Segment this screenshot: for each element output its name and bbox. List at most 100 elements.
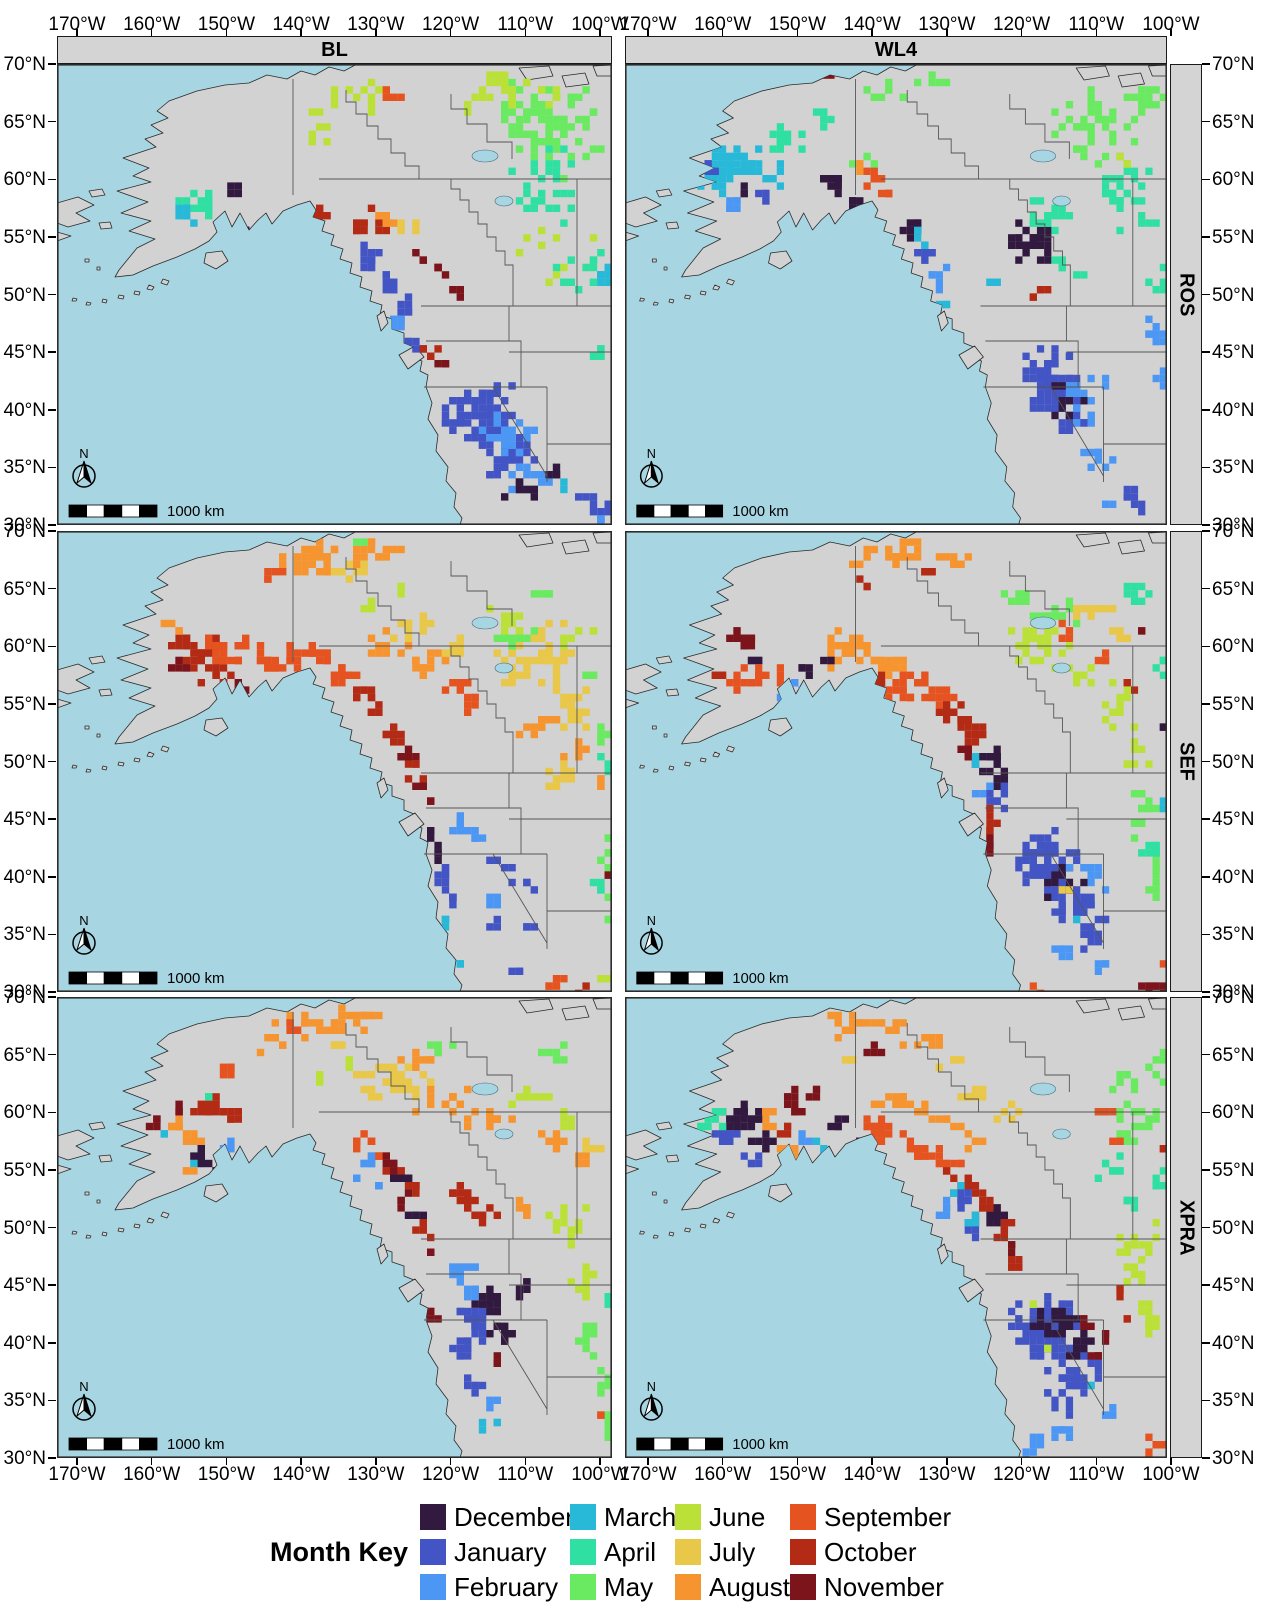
lat-label-right: 65°N: [1212, 578, 1255, 600]
column-title-bl: BL: [321, 38, 348, 61]
lat-tick-left: [48, 293, 56, 296]
lat-tick-left: [48, 63, 56, 65]
row-title-sef: SEF: [1175, 742, 1198, 781]
lat-label-left: 40°N: [3, 1332, 46, 1354]
lat-tick-right: [1202, 587, 1210, 590]
lon-label-top: 170°W: [48, 14, 106, 35]
lat-tick-left: [48, 1284, 56, 1286]
row-title-xpra: XPRA: [1175, 1199, 1198, 1256]
lon-label-top: 120°W: [421, 14, 480, 35]
lat-tick-right: [1202, 1342, 1210, 1344]
map-svg-ros-wl4: 1000 km N: [624, 63, 1168, 526]
lat-tick-right: [1202, 1053, 1210, 1056]
lat-label-left: 55°N: [3, 226, 46, 248]
lon-tick-top: [946, 29, 948, 36]
column-title-wl4: WL4: [874, 38, 918, 61]
north-arrow-label: N: [79, 913, 88, 928]
lon-label-bottom: 120°W: [992, 1464, 1051, 1485]
legend-swatch-november: [790, 1574, 816, 1600]
lon-label-top: 140°W: [272, 14, 330, 35]
lat-tick-left: [48, 1053, 56, 1056]
legend-label-april: April: [604, 1537, 657, 1567]
map-svg-xpra-bl: 1000 km N: [56, 996, 613, 1459]
lat-label-left: 45°N: [3, 1275, 46, 1297]
lat-tick-right: [1202, 293, 1210, 296]
lat-label-left: 45°N: [3, 342, 46, 364]
legend-swatch-june: [675, 1504, 701, 1530]
lat-tick-right: [1202, 409, 1210, 411]
lat-tick-right: [1202, 1111, 1210, 1113]
scalebar-label: 1000 km: [732, 504, 788, 520]
lat-tick-left: [48, 409, 56, 411]
row-strip-ros: ROS: [1170, 64, 1202, 525]
lon-tick-bottom: [871, 1458, 873, 1465]
lon-label-top: 170°W: [619, 14, 677, 35]
legend-label-november: November: [824, 1572, 944, 1602]
legend-label-december: December: [454, 1502, 574, 1532]
lat-tick-right: [1202, 1399, 1210, 1402]
lon-label-top: 140°W: [843, 14, 901, 35]
lat-label-left: 65°N: [3, 111, 46, 133]
lat-label-right: 55°N: [1212, 693, 1255, 715]
lon-label-bottom: 170°W: [48, 1464, 106, 1485]
map-panel-sef-wl4: 1000 km N: [624, 530, 1168, 997]
lat-label-right: 55°N: [1212, 1159, 1255, 1181]
lat-label-left: 70°N: [3, 521, 46, 542]
lon-tick-bottom: [524, 1458, 527, 1465]
lon-label-top: 120°W: [992, 14, 1051, 35]
legend-label-january: January: [454, 1537, 547, 1567]
lon-tick-top: [1095, 29, 1098, 36]
lat-tick-left: [48, 236, 56, 238]
lon-tick-top: [871, 29, 873, 36]
lat-label-right: 35°N: [1212, 1390, 1255, 1412]
lat-tick-right: [1202, 1284, 1210, 1286]
lat-label-right: 50°N: [1212, 284, 1255, 306]
lat-label-right: 65°N: [1212, 1044, 1255, 1066]
legend-swatch-march: [570, 1504, 596, 1530]
lon-label-top: 150°W: [768, 14, 827, 35]
lat-label-left: 55°N: [3, 693, 46, 715]
lat-label-left: 50°N: [3, 751, 46, 773]
legend-label-may: May: [604, 1572, 654, 1602]
lon-tick-bottom: [1170, 1458, 1172, 1465]
lon-label-top: 110°W: [497, 14, 554, 35]
map-svg-sef-wl4: 1000 km N: [624, 530, 1168, 993]
lon-tick-bottom: [1095, 1458, 1098, 1465]
legend-swatch-october: [790, 1539, 816, 1565]
lat-tick-right: [1202, 1169, 1210, 1171]
lat-label-left: 50°N: [3, 1217, 46, 1239]
lat-label-left: 30°N: [3, 982, 46, 1003]
lat-label-left: 35°N: [3, 457, 46, 479]
lat-tick-left: [48, 530, 56, 532]
lon-tick-bottom: [375, 1458, 377, 1465]
lon-tick-bottom: [76, 1458, 78, 1465]
lat-label-right: 45°N: [1212, 809, 1255, 831]
legend-swatch-february: [420, 1574, 446, 1600]
lat-label-right: 70°N: [1212, 54, 1255, 75]
lon-label-bottom: 130°W: [347, 1464, 405, 1485]
legend-swatch-april: [570, 1539, 596, 1565]
lat-tick-left: [48, 645, 56, 647]
lat-tick-right: [1202, 1226, 1210, 1229]
lat-label-left: 50°N: [3, 284, 46, 306]
lat-label-left: 35°N: [3, 1390, 46, 1412]
map-svg-sef-bl: 1000 km N: [56, 530, 613, 993]
lat-tick-right: [1202, 466, 1210, 469]
lat-tick-right: [1202, 524, 1210, 526]
lon-label-top: 130°W: [347, 14, 405, 35]
lat-tick-left: [48, 351, 56, 353]
lat-label-right: 60°N: [1212, 636, 1255, 658]
legend-swatch-december: [420, 1504, 446, 1530]
scalebar-label: 1000 km: [732, 971, 788, 987]
map-svg-xpra-wl4: 1000 km N: [624, 996, 1168, 1459]
row-strip-xpra: XPRA: [1170, 997, 1202, 1458]
row-strip-sef: SEF: [1170, 531, 1202, 992]
map-panel-sef-bl: 1000 km N: [56, 530, 613, 997]
lon-tick-bottom: [647, 1458, 649, 1465]
lon-label-bottom: 160°W: [123, 1464, 181, 1485]
map-panel-xpra-bl: 1000 km N: [56, 996, 613, 1463]
lon-tick-top: [599, 29, 601, 36]
lon-label-bottom: 120°W: [421, 1464, 480, 1485]
lat-tick-left: [48, 1169, 56, 1171]
